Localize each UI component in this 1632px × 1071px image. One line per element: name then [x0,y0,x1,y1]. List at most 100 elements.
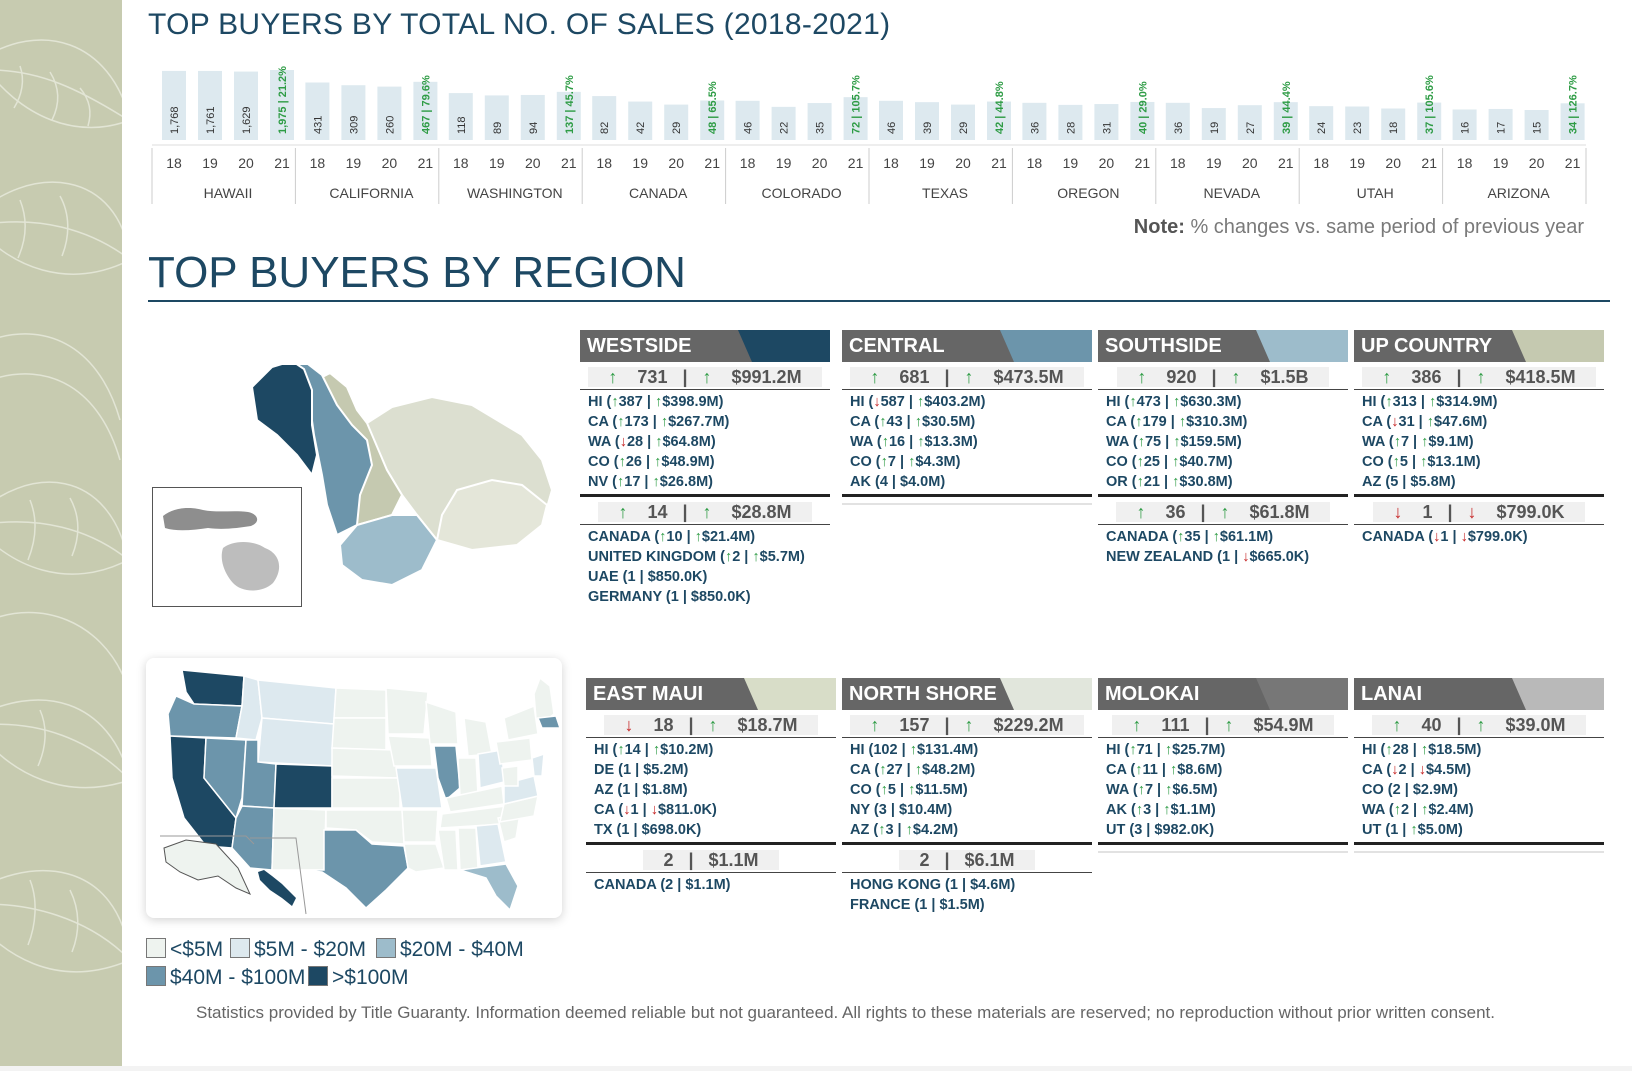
chart-bar [556,91,581,140]
chart-bar [1165,102,1190,140]
state-count: 5 [1399,454,1408,470]
state-row: AZ (5 | $5.8M) [1362,474,1456,490]
bar-data-label: 36 [1173,122,1185,134]
up-arrow-icon: ↑ [1428,394,1437,410]
bar-data-label: 35 [815,122,827,134]
bar-data-label: 16 [1460,122,1472,134]
decorative-leaf-strip [0,0,131,1066]
country-count: 1 [919,897,928,913]
state-code: WA [588,434,611,450]
country-name: CANADA [1106,529,1169,545]
region-summary: ↑ 731 | ↑ $991.2M [580,365,830,389]
state-amount: $131.4M [916,742,974,758]
state-row: DE (1 | $5.2M) [594,762,689,778]
map-region-east-maui [435,478,549,552]
bar-data-label: 46 [743,122,755,134]
map-region-southside [338,514,439,587]
report-page: 1,768 18 1,761 19 1,629 20 1,975 | 21.2% 21 HAWA… [122,0,1632,1066]
region-header-bar [1354,330,1604,362]
down-arrow-icon: ↓ [1433,529,1441,545]
bar-data-label: 1,768 [169,106,181,134]
region-header-bar [842,330,1092,362]
chart-title: TOP BUYERS BY TOTAL NO. OF SALES (2018-2… [148,8,891,41]
map-state-hi [258,870,296,906]
state-count: 2 [1398,762,1407,778]
x-tick-label: 20 [668,155,684,171]
state-count: 5 [887,782,896,798]
summary-count: 40 [1411,715,1452,735]
legend-label: <$5M [170,938,224,961]
chart-bar [843,97,868,140]
up-arrow-icon: ↑ [1393,434,1401,450]
divider [1354,737,1604,738]
state-row: HI (↑313 | ↑$314.9M) [1362,394,1498,410]
x-tick-label: 21 [848,155,864,171]
intl-summary-count: 36 [1155,502,1196,522]
state-count: 587 [880,394,905,410]
up-arrow-icon: ↑ [1122,715,1152,735]
up-arrow-icon: ↑ [1136,474,1144,490]
chart-bar [915,102,939,140]
divider [580,524,830,525]
legend-label: $40M - $100M [170,966,306,989]
state-amount: $4.5M [1425,762,1467,778]
state-amount: $11.5M [915,782,963,798]
x-tick-label: 18 [166,155,182,171]
state-count: 313 [1392,394,1417,410]
map-state-ga [475,823,507,867]
down-arrow-icon: ↓ [650,802,658,818]
bar-data-label: 137 | 45.7% [564,75,576,134]
region-header-bar [1098,330,1348,362]
group-label: TEXAS [922,185,968,201]
chart-note-label: Note: [1133,216,1185,238]
up-arrow-icon: ↑ [881,434,889,450]
state-code: CA [588,414,609,430]
chart-bar [1309,106,1334,140]
state-count: 17 [624,474,641,490]
state-amount: $6.5M [1172,782,1213,798]
state-amount: $2.4M [1428,802,1469,818]
x-tick-label: 21 [1135,155,1151,171]
divider [1354,524,1604,525]
summary-count: 386 [1401,367,1452,387]
country-name: CANADA [1362,529,1425,545]
bar-data-label: 22 [779,122,791,134]
region-name: UP COUNTRY [1361,335,1493,357]
country-name: GERMANY [588,589,662,605]
up-arrow-icon: ↑ [1127,367,1157,387]
chart-bar [1560,103,1585,140]
sales-bar-chart: 1,768 18 1,761 19 1,629 20 1,975 | 21.2% 21 HAWA… [151,66,1587,204]
up-arrow-icon: ↑ [654,394,663,410]
x-tick-label: 21 [1278,155,1294,171]
region-header-bar [1354,678,1604,710]
chart-bar [413,81,438,140]
x-tick-label: 19 [776,155,792,171]
bar-data-label: 48 | 65.5% [707,81,719,134]
up-arrow-icon: ↑ [617,742,625,758]
country-amount: $850.0K [690,589,746,605]
island-map-inset [163,508,280,591]
state-amount: $10.4M [898,802,948,818]
map-state-fl [459,863,519,912]
state-row: HI (↑14 | ↑$10.2M) [594,742,714,758]
group-label: CANADA [629,185,688,201]
region-card: UP COUNTRY ↑ 386 | ↑ $418.5M HI (↑313 | ↑$3… [1354,330,1604,547]
state-count: 31 [1398,414,1415,430]
up-arrow-icon: ↑ [654,454,662,470]
region-name: WESTSIDE [587,335,692,357]
divider [1098,524,1348,525]
region-card-header: UP COUNTRY [1354,330,1604,362]
state-amount: $9.1M [1428,434,1469,450]
state-amount: $5.0M [1417,822,1458,838]
group-label: COLORADO [762,185,842,201]
country-name: NEW ZEALAND [1106,549,1214,565]
chart-bar [1452,109,1477,140]
bar-data-label: 1,629 [241,106,253,134]
up-arrow-icon: ↑ [692,367,722,387]
x-tick-label: 18 [740,155,756,171]
region-card-header: CENTRAL [842,330,1092,362]
leaf-pattern-icon [0,39,131,973]
country-name: CANADA [588,529,651,545]
state-code: HI [1362,394,1377,410]
up-arrow-icon: ↑ [694,529,702,545]
